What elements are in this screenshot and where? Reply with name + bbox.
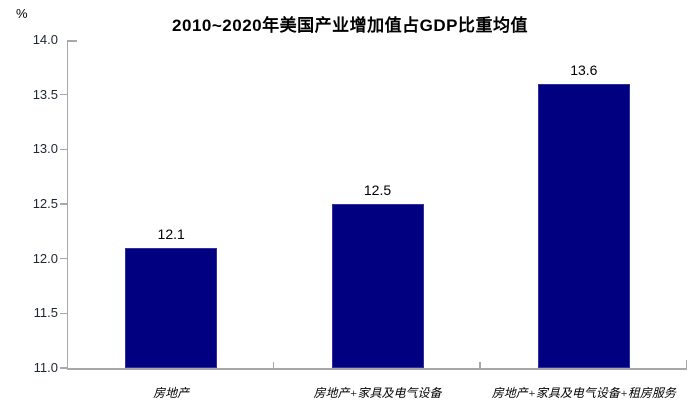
y-axis-tick-label: 14.0 <box>32 32 58 47</box>
y-axis-tick-mark <box>59 367 67 369</box>
y-axis-tick-label: 12.5 <box>32 196 58 211</box>
y-axis-tick-mark <box>59 203 67 205</box>
y-axis-line <box>66 40 68 370</box>
x-axis-line <box>66 368 687 370</box>
y-axis-end-cap <box>68 40 77 42</box>
y-axis-unit-label: % <box>16 6 28 21</box>
x-category-label: 房地产+家具及电气设备 <box>313 386 442 400</box>
bar-value-label: 12.1 <box>157 225 185 242</box>
y-axis-tick-mark <box>59 148 67 151</box>
x-axis-end-cap <box>685 360 687 368</box>
y-axis-tick-label: 12.0 <box>32 250 58 266</box>
y-axis-tick-mark <box>59 312 67 315</box>
bar-3 <box>537 83 630 368</box>
x-axis-tick-mark <box>479 362 481 368</box>
bar-2 <box>331 204 424 368</box>
y-axis-tick-mark <box>59 257 67 260</box>
plot-area: 14.0 13.5 13.0 12.5 12.0 11.5 11.0 12.1 12.5 13.… <box>33 33 687 400</box>
y-axis-tick-label: 13.0 <box>32 141 58 157</box>
bar-1 <box>125 247 218 368</box>
chart-title: 2010~2020年美国产业增加值占GDP比重均值 <box>172 16 528 35</box>
y-axis-tick-label: 13.5 <box>32 86 58 102</box>
x-axis-tick-mark <box>272 362 275 368</box>
x-category-label: 房地产 <box>153 386 190 400</box>
y-axis-tick-label: 11.0 <box>33 360 58 375</box>
bar-value-label: 12.5 <box>363 182 392 198</box>
bar-value-label: 13.6 <box>570 61 598 78</box>
x-category-label: 房地产+家具及电气设备+租房服务 <box>491 386 676 400</box>
y-axis-tick-mark <box>59 93 67 96</box>
y-axis-tick-label: 11.5 <box>33 305 58 321</box>
